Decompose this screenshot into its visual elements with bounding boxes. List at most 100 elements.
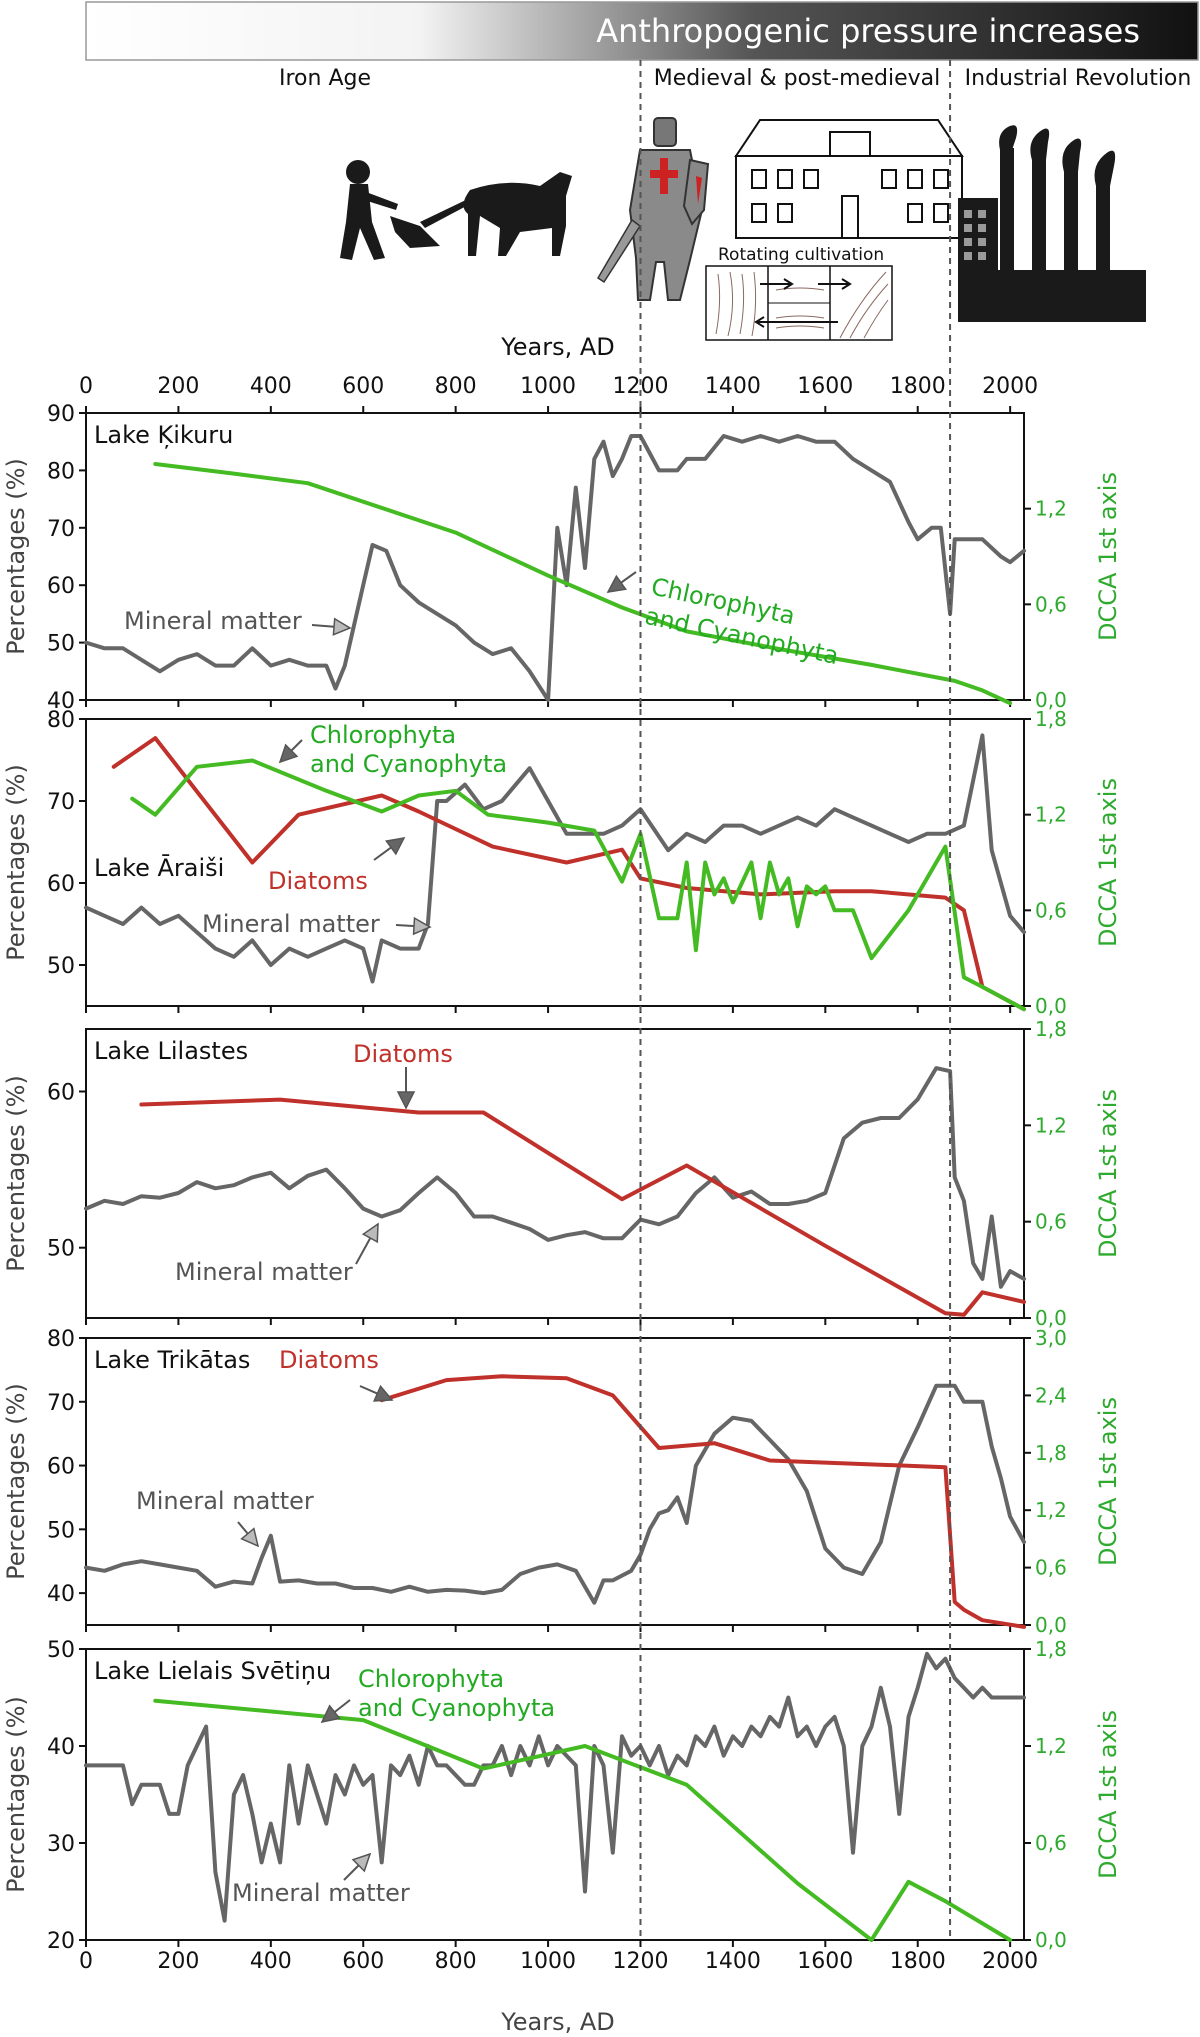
y2-tick-label: 1,2 xyxy=(1035,497,1067,521)
bottom-x-tick-label: 1200 xyxy=(612,1949,668,1974)
top-x-ticks: 0 200 400 600 800 1000 1200 1400 1600 1800 2000 xyxy=(79,374,1038,399)
y2-tick-label: 0,6 xyxy=(1035,1556,1067,1580)
bottom-x-tick-label: 1000 xyxy=(520,1949,576,1974)
period-industrial: Industrial Revolution xyxy=(965,66,1192,91)
series-line-mineral xyxy=(84,434,1026,702)
y-tick-label: 50 xyxy=(47,632,75,657)
y-tick-label: 70 xyxy=(47,790,75,815)
series-line-chloro xyxy=(130,758,1026,1012)
y-tick-label: 50 xyxy=(47,1638,75,1663)
plough-horse-illustration xyxy=(340,160,572,260)
annotation-mineral: Mineral matter xyxy=(202,910,380,938)
annotation-chloro: Chlorophytaand Cyanophyta xyxy=(643,572,848,670)
top-x-tick-label: 2000 xyxy=(982,374,1038,399)
bottom-x-tick-label: 200 xyxy=(157,1949,199,1974)
y2-tick-label: 1,2 xyxy=(1035,1498,1067,1522)
y2-tick-label: 1,2 xyxy=(1035,803,1067,827)
top-x-axis-title: Years, AD xyxy=(500,333,614,361)
y2-tick-label: 1,8 xyxy=(1035,707,1067,731)
bottom-x-tick-label: 2000 xyxy=(982,1949,1038,1974)
top-x-tick-label: 1800 xyxy=(890,374,946,399)
lake-name: Lake Trikātas xyxy=(94,1346,250,1374)
y-tick-label: 60 xyxy=(47,872,75,897)
right-axis-title: DCCA 1st axis xyxy=(1094,1397,1122,1566)
banner-text: Anthropogenic pressure increases xyxy=(596,12,1140,50)
y-tick-label: 60 xyxy=(47,574,75,599)
y-tick-label: 80 xyxy=(47,1327,75,1352)
y2-tick-label: 0,0 xyxy=(1035,1928,1067,1952)
bottom-x-tick-label: 800 xyxy=(435,1949,477,1974)
annotation-arrowhead xyxy=(396,1091,416,1110)
panel-frame xyxy=(85,412,1025,701)
y-tick-label: 30 xyxy=(47,1832,75,1857)
annotation-diatoms: Diatoms xyxy=(268,867,368,895)
y2-tick-label: 3,0 xyxy=(1035,1326,1067,1350)
lake-name: Lake Ķikuru xyxy=(94,421,233,449)
left-axis-title: Percentages (%) xyxy=(2,1383,30,1580)
left-axis-title: Percentages (%) xyxy=(2,1696,30,1893)
lake-name: Lake Lilastes xyxy=(94,1037,248,1065)
bottom-x-tick-label: 400 xyxy=(250,1949,292,1974)
header: Anthropogenic pressure increases Iron Ag… xyxy=(85,1,1199,341)
y2-tick-label: 1,8 xyxy=(1035,1441,1067,1465)
annotation-mineral: Mineral matter xyxy=(124,607,302,635)
top-x-tick-label: 200 xyxy=(157,374,199,399)
y2-tick-label: 0,6 xyxy=(1035,1831,1067,1855)
top-x-tick-label: 0 xyxy=(79,374,93,399)
y2-tick-label: 0,0 xyxy=(1035,994,1067,1018)
left-axis-title: Percentages (%) xyxy=(2,1075,30,1272)
bottom-x-tick-label: 0 xyxy=(79,1949,93,1974)
y2-tick-label: 0,6 xyxy=(1035,592,1067,616)
panel-4: 40 50 60 70 80 0,0 0,6 1,2 1,8 2,4 3,0 Percentages … xyxy=(2,1326,1122,1637)
bottom-x-axis: 0 200 400 600 800 1000 1200 1400 1600 1800 2000 Ye… xyxy=(79,1949,1038,2036)
period-iron-age: Iron Age xyxy=(279,66,371,91)
series-line-diatoms xyxy=(139,1097,1026,1317)
annotation-mineral: Mineral matter xyxy=(232,1879,410,1907)
annotation-arrowhead xyxy=(606,574,627,593)
knight-illustration xyxy=(596,117,710,301)
bottom-x-tick-label: 600 xyxy=(342,1949,384,1974)
panel-3: 50 60 0,0 0,6 1,2 1,8 Percentages (%) DCCA 1st … xyxy=(2,1017,1122,1330)
y2-tick-label: 1,8 xyxy=(1035,1637,1067,1661)
y2-tick-label: 0,0 xyxy=(1035,1613,1067,1637)
panel-2: 50 60 70 80 0,0 0,6 1,2 1,8 Percentages (%) DCCA … xyxy=(2,707,1122,1018)
annotation-arrowhead xyxy=(372,1384,394,1402)
series-line-mineral xyxy=(84,1651,1026,1923)
panel-1: 40 50 60 70 80 90 0,0 0,6 1,2 Percentages (%) DCCA… xyxy=(2,402,1122,714)
panel-frame xyxy=(85,1028,1025,1319)
lake-name: Lake Āraiši xyxy=(94,853,224,882)
right-axis-title: DCCA 1st axis xyxy=(1094,778,1122,947)
annotation-mineral: Mineral matter xyxy=(136,1487,314,1515)
y-tick-label: 40 xyxy=(47,1735,75,1760)
annotation-arrowhead xyxy=(361,1222,379,1244)
series-line-mineral xyxy=(84,733,1026,984)
y-tick-label: 40 xyxy=(47,1582,75,1607)
annotation-arrowhead xyxy=(240,1527,260,1548)
left-axis-title: Percentages (%) xyxy=(2,764,30,961)
rotating-cultivation-diagram xyxy=(705,265,893,341)
y-tick-label: 70 xyxy=(47,517,75,542)
y2-tick-label: 0,0 xyxy=(1035,688,1067,712)
y2-tick-label: 1,2 xyxy=(1035,1113,1067,1137)
rotating-cultivation-caption: Rotating cultivation xyxy=(718,245,884,265)
y-tick-label: 20 xyxy=(47,1929,75,1954)
y2-tick-label: 1,2 xyxy=(1035,1734,1067,1758)
y2-tick-label: 0,6 xyxy=(1035,1210,1067,1234)
y2-tick-label: 0,0 xyxy=(1035,1306,1067,1330)
panel-frame xyxy=(85,1337,1025,1626)
series-line-chloro xyxy=(153,462,1013,706)
top-x-tick-label: 1400 xyxy=(705,374,761,399)
period-medieval: Medieval & post-medieval xyxy=(654,66,941,91)
panels: 40 50 60 70 80 90 0,0 0,6 1,2 Percentages (%) DCCA… xyxy=(2,402,1122,1954)
lake-name: Lake Lielais Svētiņu xyxy=(94,1657,331,1685)
period-markers xyxy=(639,60,952,1940)
y2-tick-label: 2,4 xyxy=(1035,1383,1067,1407)
top-x-tick-label: 800 xyxy=(435,374,477,399)
right-axis-title: DCCA 1st axis xyxy=(1094,1089,1122,1258)
series-line-diatoms xyxy=(111,736,1026,1012)
y-tick-label: 50 xyxy=(47,954,75,979)
bottom-x-tick-label: 1800 xyxy=(890,1949,946,1974)
annotation-arrowhead xyxy=(351,1852,372,1873)
